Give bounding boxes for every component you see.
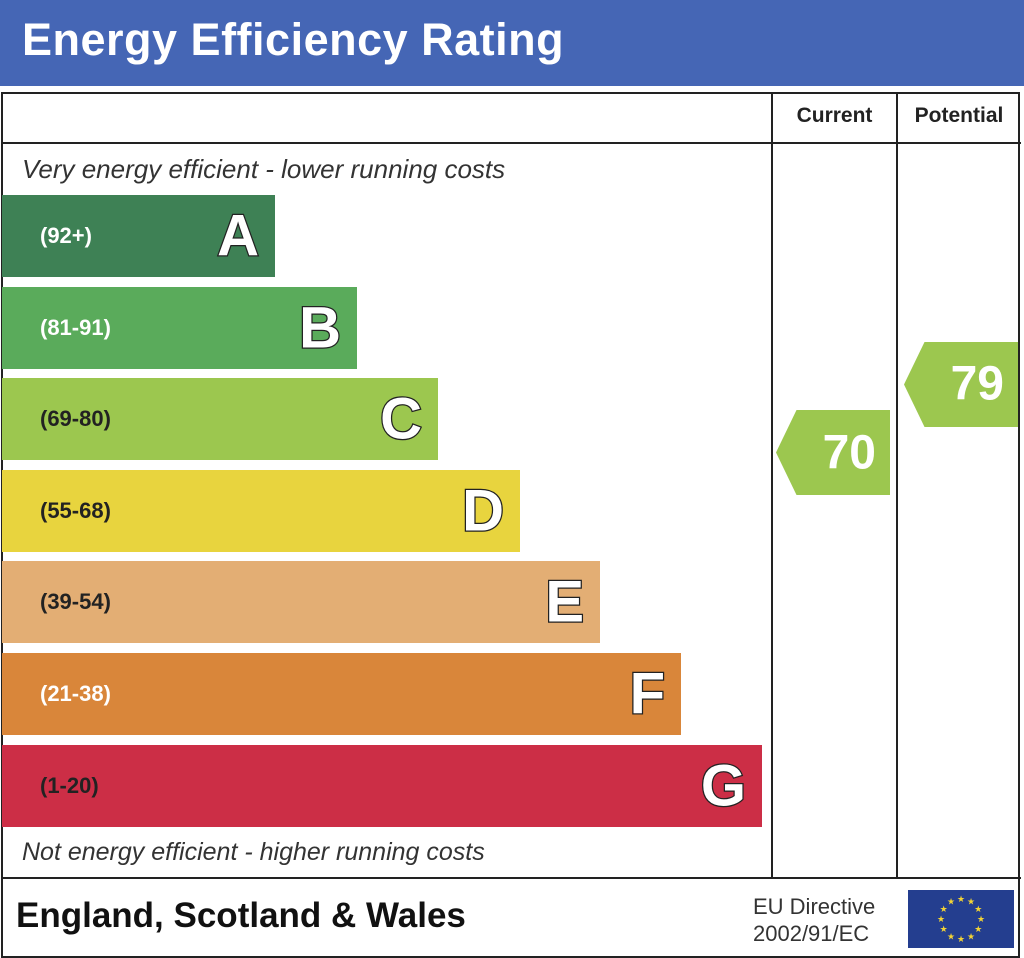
band-bar-f: (21-38) F [2,653,681,735]
star-icon: ★ [957,934,965,944]
band-letter: E [544,569,585,637]
band-letter: D [461,477,505,545]
potential-column-header: Potential [914,104,1004,127]
star-icon: ★ [957,894,965,904]
potential-column-divider [896,92,898,878]
potential-rating-value: 79 [950,357,1004,411]
header-divider [1,142,1021,144]
current-column-header: Current [796,104,873,127]
eu-directive: EU Directive 2002/91/EC [753,893,875,947]
top-caption: Very energy efficient - lower running co… [22,154,506,184]
star-icon: ★ [974,904,982,914]
potential-rating-arrow: 79 [904,341,1018,427]
band-letter: C [379,385,423,453]
band-range: (21-38) [40,681,111,706]
band-letter: G [700,752,748,820]
band-letter: F [628,660,666,728]
current-rating-arrow: 70 [776,410,890,495]
eu-directive-line1: EU Directive [753,894,876,919]
band-bar-d: (55-68) D [2,469,520,552]
band-bar-c: (69-80) C [2,378,438,461]
band-range: (1-20) [40,772,99,798]
band-letter: A [216,202,260,270]
eu-directive-line2: 2002/91/EC [753,921,870,946]
star-icon: ★ [977,914,985,924]
band-range: (81-91) [40,314,111,340]
chart-title: Energy Efficiency Rating [22,14,565,65]
footer-divider [1,877,1021,879]
eu-flag-icon: ★ ★ ★ ★ ★ ★ ★ ★ ★ ★ ★ ★ [908,890,1014,948]
star-icon: ★ [937,914,945,924]
band-range: (39-54) [40,589,111,615]
star-icon: ★ [947,931,955,941]
star-icon: ★ [947,897,955,907]
band-letter: B [298,294,342,362]
bottom-caption: Not energy efficient - higher running co… [22,838,485,866]
title-bar: Energy Efficiency Rating [0,0,1024,86]
star-icon: ★ [967,897,975,907]
band-bar-g: (1-20) G [2,744,762,827]
region-label: England, Scotland & Wales [16,896,466,935]
current-column-divider [771,92,773,878]
star-icon: ★ [974,924,982,934]
band-bar-b: (81-91) B [2,286,357,369]
current-rating-value: 70 [822,426,876,479]
star-icon: ★ [967,931,975,941]
star-icon: ★ [940,904,948,914]
band-bar-e: (39-54) E [2,561,600,644]
band-range: (92+) [40,223,92,248]
band-range: (55-68) [40,497,111,523]
star-icon: ★ [940,924,948,934]
band-range: (69-80) [40,406,111,432]
band-bar-a: (92+) A [2,195,275,277]
